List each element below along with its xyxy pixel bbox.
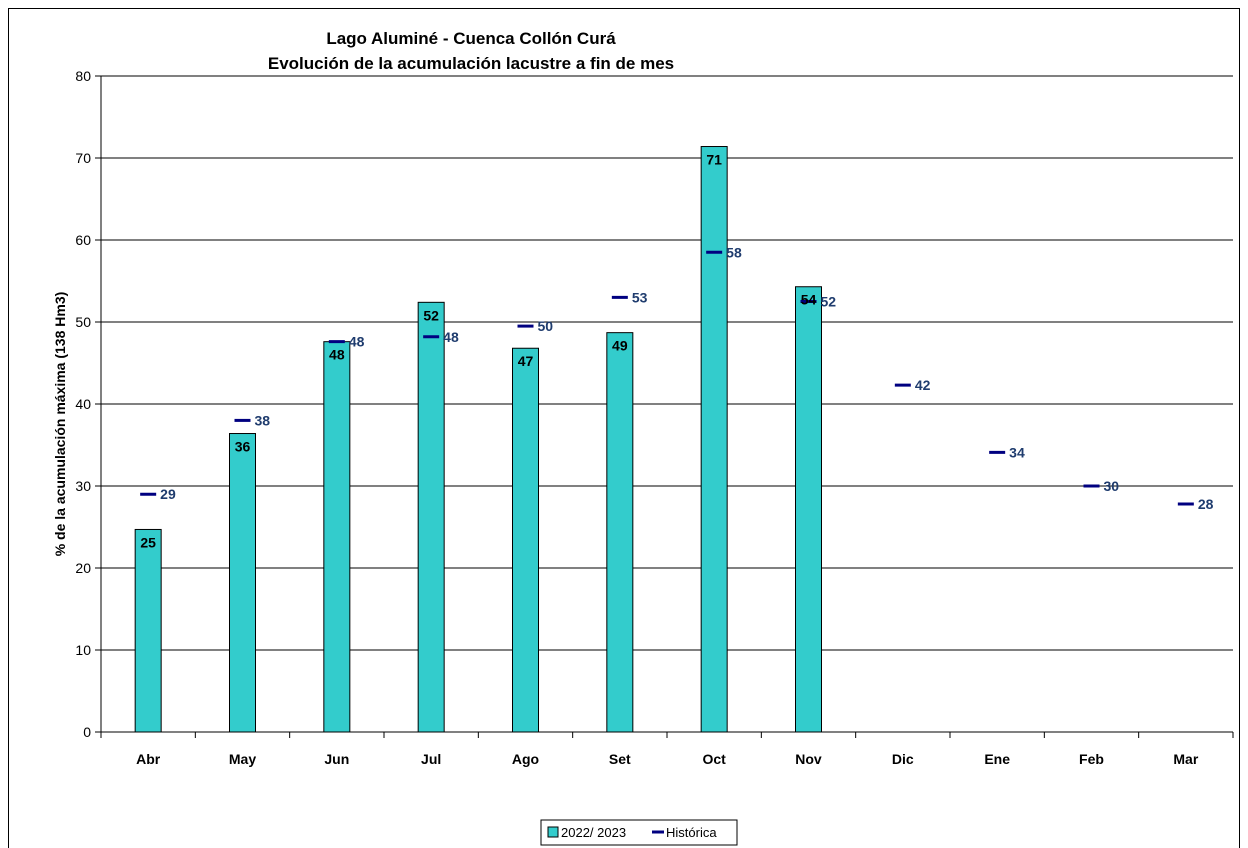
- chart-svg: Lago Aluminé - Cuenca Collón Curá Evoluc…: [52, 29, 1234, 846]
- y-tick-label-60: 60: [75, 232, 91, 248]
- historic-label-jul: 48: [443, 329, 459, 345]
- x-tick-label-set: Set: [609, 751, 631, 767]
- bar-label-oct: 71: [706, 152, 722, 168]
- x-tick-label-may: May: [229, 751, 256, 767]
- x-tick-label-ene: Ene: [984, 751, 1010, 767]
- y-tick-label-0: 0: [83, 724, 91, 740]
- y-tick-label-30: 30: [75, 478, 91, 494]
- bar-label-set: 49: [612, 338, 628, 354]
- bar-may: [229, 433, 256, 733]
- historic-label-feb: 30: [1104, 478, 1120, 494]
- x-tick-label-jul: Jul: [421, 751, 441, 767]
- historic-label-set: 53: [632, 289, 648, 305]
- legend-box: [540, 819, 738, 846]
- bar-label-abr: 25: [140, 534, 156, 550]
- y-tick-label-50: 50: [75, 314, 91, 330]
- y-tick-label-20: 20: [75, 560, 91, 576]
- y-tick-label-10: 10: [75, 642, 91, 658]
- historic-label-may: 38: [255, 412, 271, 428]
- bar-label-may: 36: [235, 439, 251, 455]
- bar-label-jul: 52: [423, 307, 439, 323]
- x-tick-label-feb: Feb: [1079, 751, 1104, 767]
- x-tick-label-oct: Oct: [702, 751, 726, 767]
- historic-label-dic: 42: [915, 377, 931, 393]
- historic-label-ago: 50: [538, 318, 554, 334]
- bar-set: [606, 332, 634, 733]
- bar-label-nov: 54: [801, 292, 817, 308]
- bar-ago: [512, 347, 539, 733]
- y-axis-label: % de la acumulación máxima (138 Hm3): [52, 292, 68, 557]
- legend-swatch-bars: [547, 826, 559, 838]
- bar-layer: [134, 146, 822, 733]
- chart-title-line-2: Evolución de la acumulación lacustre a f…: [268, 54, 674, 73]
- bar-abr: [134, 528, 162, 733]
- y-tick-label-70: 70: [75, 150, 91, 166]
- legend: 2022/ 2023 Histórica: [540, 819, 738, 846]
- x-tick-label-jun: Jun: [324, 751, 349, 767]
- bar-jul: [417, 301, 445, 733]
- x-tick-label-mar: Mar: [1173, 751, 1198, 767]
- bar-jun: [323, 341, 351, 733]
- historic-label-ene: 34: [1009, 444, 1025, 460]
- x-tick-label-ago: Ago: [512, 751, 539, 767]
- historic-label-abr: 29: [160, 486, 176, 502]
- bar-nov: [795, 286, 822, 733]
- legend-label-bars: 2022/ 2023: [561, 825, 626, 840]
- bar-oct: [700, 146, 728, 733]
- bar-label-jun: 48: [329, 347, 345, 363]
- historic-layer: [140, 250, 1194, 506]
- historic-label-jun: 48: [349, 334, 365, 350]
- y-tick-label-40: 40: [75, 396, 91, 412]
- chart-title-line-1: Lago Aluminé - Cuenca Collón Curá: [326, 29, 616, 48]
- bar-label-ago: 47: [518, 353, 534, 369]
- legend-label-historic: Histórica: [666, 825, 717, 840]
- grid-layer: [101, 75, 1233, 651]
- x-tick-label-nov: Nov: [795, 751, 822, 767]
- x-tick-label-abr: Abr: [136, 751, 161, 767]
- x-tick-label-dic: Dic: [892, 751, 914, 767]
- axis-layer: 0 10 20 30 40 50 60 70 80 Abr May Jun Jul Ago Set Oct No…: [75, 68, 1234, 767]
- historic-label-nov: 52: [821, 294, 837, 310]
- historic-label-oct: 58: [726, 244, 742, 260]
- chart-frame: Lago Aluminé - Cuenca Collón Curá Evoluc…: [8, 8, 1240, 848]
- y-tick-label-80: 80: [75, 68, 91, 84]
- historic-label-mar: 28: [1198, 496, 1214, 512]
